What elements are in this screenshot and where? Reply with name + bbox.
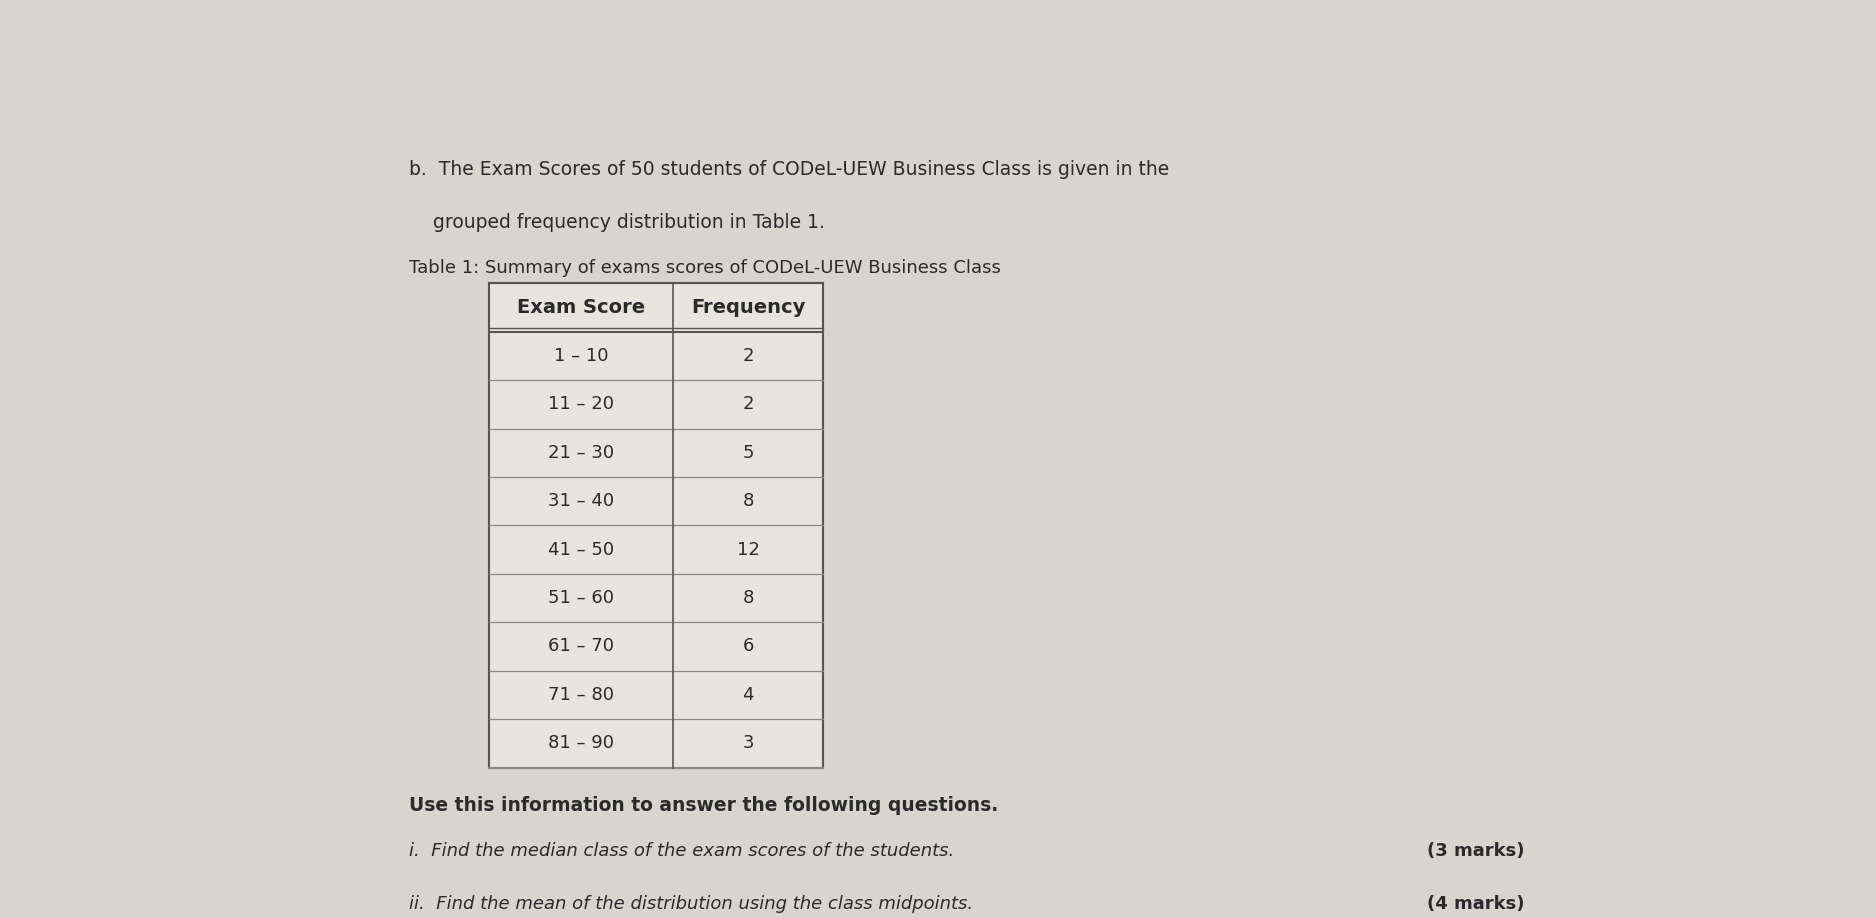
Text: 21 – 30: 21 – 30 bbox=[548, 443, 613, 462]
Text: 2: 2 bbox=[743, 396, 754, 413]
Text: i.  Find the median class of the exam scores of the students.: i. Find the median class of the exam sco… bbox=[409, 842, 955, 860]
Text: Use this information to answer the following questions.: Use this information to answer the follo… bbox=[409, 796, 998, 815]
Text: 3: 3 bbox=[743, 734, 754, 753]
Text: 8: 8 bbox=[743, 589, 754, 607]
Text: 81 – 90: 81 – 90 bbox=[548, 734, 613, 753]
Text: 8: 8 bbox=[743, 492, 754, 510]
Text: Exam Score: Exam Score bbox=[516, 298, 645, 317]
Text: 31 – 40: 31 – 40 bbox=[548, 492, 613, 510]
Text: 61 – 70: 61 – 70 bbox=[548, 637, 613, 655]
Text: (3 marks): (3 marks) bbox=[1426, 842, 1523, 860]
Text: 5: 5 bbox=[743, 443, 754, 462]
Text: 51 – 60: 51 – 60 bbox=[548, 589, 613, 607]
Text: 2: 2 bbox=[743, 347, 754, 365]
Text: Frequency: Frequency bbox=[690, 298, 805, 317]
Text: ii.  Find the mean of the distribution using the class midpoints.: ii. Find the mean of the distribution us… bbox=[409, 895, 974, 912]
Text: 12: 12 bbox=[737, 541, 760, 559]
Text: 41 – 50: 41 – 50 bbox=[548, 541, 613, 559]
Text: b.  The Exam Scores of 50 students of CODeL-UEW Business Class is given in the: b. The Exam Scores of 50 students of COD… bbox=[409, 160, 1169, 179]
Text: 1 – 10: 1 – 10 bbox=[553, 347, 608, 365]
Text: 71 – 80: 71 – 80 bbox=[548, 686, 613, 704]
Text: 4: 4 bbox=[743, 686, 754, 704]
Text: 6: 6 bbox=[743, 637, 754, 655]
Text: Table 1: Summary of exams scores of CODeL-UEW Business Class: Table 1: Summary of exams scores of CODe… bbox=[409, 259, 1000, 276]
Text: grouped frequency distribution in Table 1.: grouped frequency distribution in Table … bbox=[409, 213, 825, 231]
Text: (4 marks): (4 marks) bbox=[1426, 895, 1523, 912]
Text: 11 – 20: 11 – 20 bbox=[548, 396, 613, 413]
